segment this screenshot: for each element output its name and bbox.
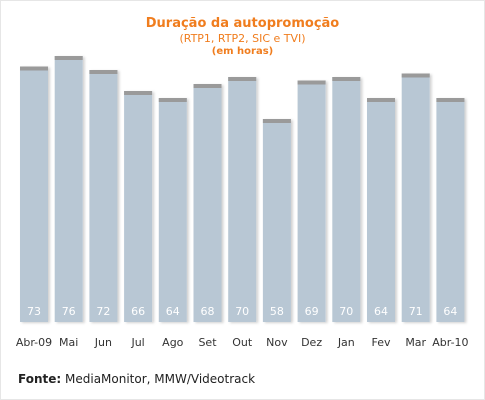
- x-tick-label: Jun: [94, 336, 112, 349]
- bar-dez: [297, 80, 326, 322]
- data-label: 73: [27, 305, 41, 318]
- bar-jul: [124, 91, 153, 322]
- bar-cap: [401, 73, 430, 78]
- bar-cap: [124, 91, 153, 95]
- x-tick-label: Abr-10: [432, 336, 468, 349]
- bar-jun: [89, 70, 118, 322]
- bar-cap: [193, 84, 222, 88]
- bar-cap: [262, 119, 291, 123]
- data-label: 70: [339, 305, 353, 318]
- source-note: Fonte: MediaMonitor, MMW/Videotrack: [18, 372, 255, 386]
- bar-out: [228, 77, 257, 322]
- chart-title: Duração da autopromoção: [145, 16, 340, 31]
- data-label: 69: [305, 305, 319, 318]
- bar-jan: [332, 77, 361, 322]
- bar-cap: [89, 70, 118, 74]
- bar-mar: [401, 73, 430, 322]
- data-label: 64: [374, 305, 388, 318]
- data-label: 72: [96, 305, 110, 318]
- bar-mai: [54, 56, 83, 322]
- x-tick-label: Set: [198, 336, 217, 349]
- data-label: 71: [409, 305, 423, 318]
- chart-title-block: Duração da autopromoção (RTP1, RTP2, SIC…: [0, 16, 485, 58]
- x-tick-label: Dez: [301, 336, 322, 349]
- source-label: Fonte:: [18, 372, 62, 386]
- bar-cap: [332, 77, 361, 81]
- chart-subtitle: (RTP1, RTP2, SIC e TVI): [179, 32, 306, 45]
- x-tick-label: Jan: [337, 336, 355, 349]
- x-tick-label: Ago: [162, 336, 184, 349]
- bar-ago: [158, 98, 187, 322]
- bar-cap: [436, 98, 465, 102]
- bar-abr-09: [20, 66, 48, 322]
- bar-cap: [158, 98, 187, 102]
- x-tick-label: Fev: [371, 336, 390, 349]
- data-label: 64: [166, 305, 180, 318]
- x-tick-label: Nov: [266, 336, 288, 349]
- data-label: 58: [270, 305, 284, 318]
- bar-set: [193, 84, 222, 322]
- x-tick-label: Mar: [405, 336, 426, 349]
- chart-unit-note: (em horas): [211, 46, 274, 57]
- bar-nov: [262, 119, 291, 322]
- data-label: 64: [443, 305, 457, 318]
- x-tick-label: Jul: [130, 336, 144, 349]
- bar-cap: [228, 77, 257, 81]
- bar-cap: [297, 80, 326, 85]
- bar-cap: [54, 56, 83, 60]
- bar-cap: [20, 66, 48, 71]
- bar-abr-10: [436, 98, 465, 322]
- x-tick-label: Mai: [59, 336, 78, 349]
- x-tick-label: Out: [232, 336, 253, 349]
- data-label: 70: [235, 305, 249, 318]
- data-label: 68: [201, 305, 215, 318]
- bar-fev: [367, 98, 395, 322]
- bar-cap: [367, 98, 395, 102]
- data-label: 66: [131, 305, 145, 318]
- data-label: 76: [62, 305, 76, 318]
- x-tick-label: Abr-09: [16, 336, 52, 349]
- source-text: MediaMonitor, MMW/Videotrack: [65, 372, 256, 386]
